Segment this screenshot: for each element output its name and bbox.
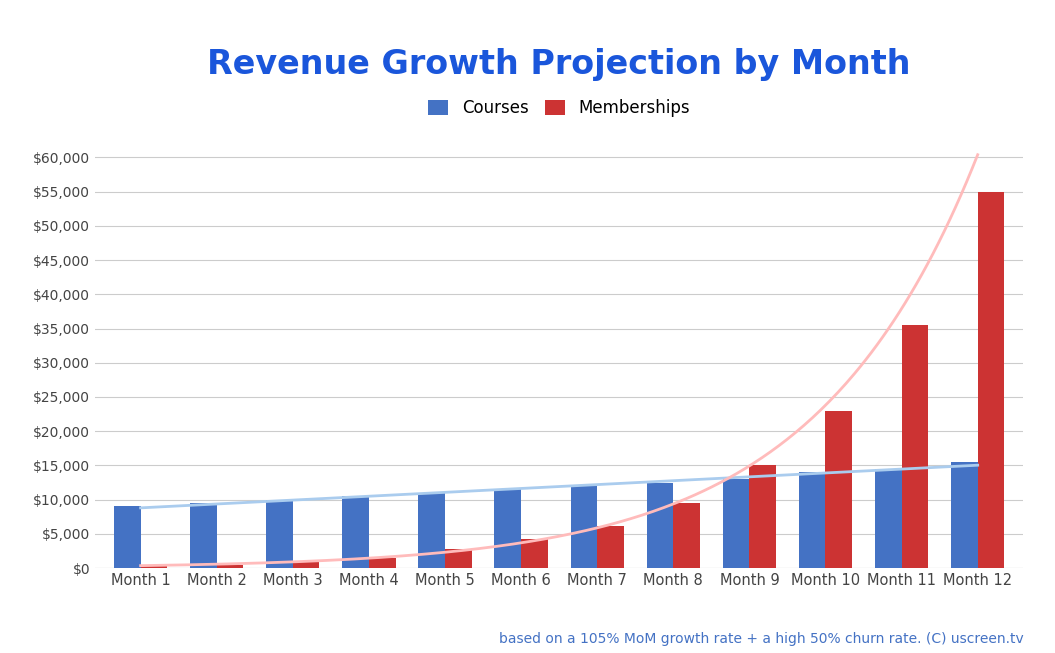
Bar <box>521 539 548 568</box>
Bar <box>216 565 244 568</box>
Bar <box>445 549 472 568</box>
Bar <box>875 469 902 568</box>
Bar <box>114 507 140 568</box>
Bar <box>293 562 320 568</box>
Bar <box>723 479 749 568</box>
Bar <box>825 411 852 568</box>
Bar <box>978 191 1004 568</box>
Bar <box>342 496 369 568</box>
Title: Revenue Growth Projection by Month: Revenue Growth Projection by Month <box>208 48 910 81</box>
Text: based on a 105% MoM growth rate + a high 50% churn rate. (C) uscreen.tv: based on a 105% MoM growth rate + a high… <box>499 633 1023 646</box>
Bar <box>902 325 928 568</box>
Bar <box>597 526 624 568</box>
Bar <box>749 466 776 568</box>
Bar <box>571 486 597 568</box>
Bar <box>673 503 699 568</box>
Bar <box>369 558 396 568</box>
Bar <box>495 489 521 568</box>
Bar <box>140 566 168 568</box>
Bar <box>799 472 825 568</box>
Bar <box>266 500 293 568</box>
Bar <box>647 483 673 568</box>
Bar <box>419 493 445 568</box>
Legend: Courses, Memberships: Courses, Memberships <box>422 93 696 124</box>
Bar <box>951 462 978 568</box>
Bar <box>190 503 216 568</box>
